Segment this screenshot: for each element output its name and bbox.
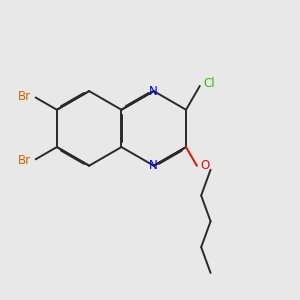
Text: Br: Br: [18, 154, 31, 167]
Text: N: N: [149, 159, 158, 172]
Text: Cl: Cl: [204, 77, 215, 91]
Text: O: O: [201, 159, 210, 172]
Text: Br: Br: [18, 90, 31, 103]
Text: N: N: [149, 85, 158, 98]
